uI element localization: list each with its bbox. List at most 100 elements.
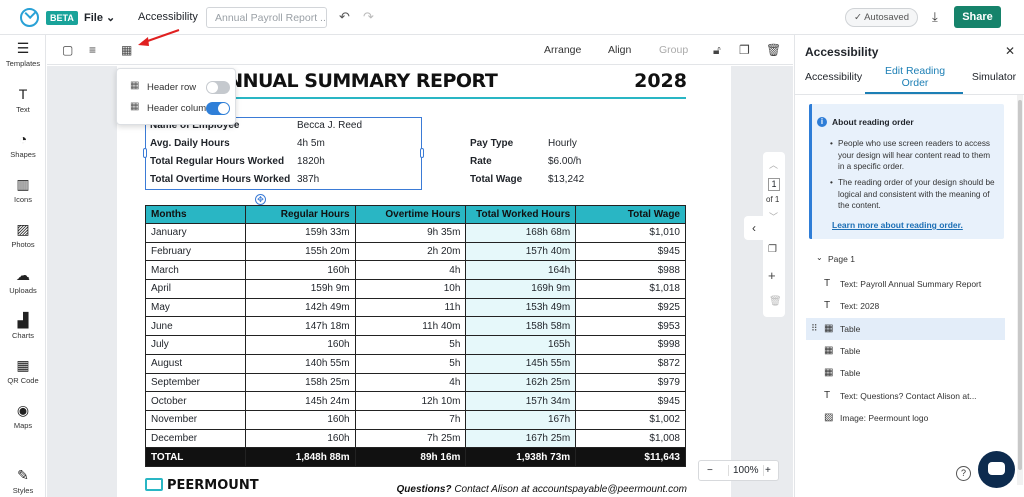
peermount-logo[interactable]: PEERMOUNT <box>145 478 259 493</box>
tab-accessibility[interactable]: Accessibility <box>805 71 863 83</box>
table-cell[interactable]: 7h <box>354 409 467 430</box>
move-handle-icon[interactable]: ✥ <box>255 194 266 205</box>
help-icon[interactable]: ? <box>956 466 971 481</box>
reading-order-item[interactable]: ▨ Image: Peermount logo <box>806 407 1005 429</box>
trash-icon[interactable]: 🗑︎ <box>766 43 782 57</box>
nav-templates[interactable]: ☰ Templates <box>0 40 46 68</box>
table-cell[interactable]: 2h 20m <box>354 241 467 262</box>
table-cell[interactable]: October <box>145 391 246 411</box>
table-header-cell[interactable]: Total Worked Hours <box>465 205 577 224</box>
table-header-cell[interactable]: Months <box>145 205 246 224</box>
share-button[interactable]: Share <box>954 6 1001 28</box>
frame-icon[interactable]: ▢ <box>62 43 74 57</box>
table-cell[interactable]: January <box>145 223 246 243</box>
tab-simulator[interactable]: Simulator <box>971 71 1017 83</box>
table-cell[interactable]: $1,008 <box>575 428 686 449</box>
table-cell[interactable]: 4h <box>354 260 467 281</box>
table-cell[interactable]: 11h 40m <box>354 316 467 337</box>
nav-shapes[interactable]: ◔ Shapes <box>0 131 46 159</box>
table-cell[interactable]: $953 <box>575 316 686 337</box>
table-cell[interactable]: $925 <box>575 297 686 318</box>
table-cell[interactable]: 168h 68m <box>465 223 577 243</box>
report-year[interactable]: 2028 <box>634 70 687 92</box>
chat-button[interactable] <box>978 451 1015 488</box>
table-cell[interactable]: 167h 25m <box>465 428 577 449</box>
zoom-level[interactable]: 100% <box>728 465 764 476</box>
table-total-cell[interactable]: 89h 16m <box>354 447 467 467</box>
table-cell[interactable]: 10h <box>354 279 467 299</box>
table-cell[interactable]: 9h 35m <box>354 223 467 243</box>
table-cell[interactable]: 4h <box>354 372 467 393</box>
reading-order-item[interactable]: T Text: 2028 <box>806 295 1005 317</box>
table-cell[interactable]: $945 <box>575 241 686 262</box>
current-page[interactable]: 1 <box>768 178 780 191</box>
table-header-cell[interactable]: Overtime Hours <box>354 205 467 224</box>
table-cell[interactable]: 165h <box>465 335 577 355</box>
reading-order-item[interactable]: T Text: Payroll Annual Summary Report <box>806 273 1005 295</box>
collapse-panel-icon[interactable]: ‹ <box>744 216 764 240</box>
undo-icon[interactable]: ↶ <box>339 9 350 24</box>
add-page-icon[interactable]: + <box>768 268 776 283</box>
table-cell[interactable]: 140h 55m <box>244 353 356 374</box>
table-cell[interactable]: $872 <box>575 353 686 374</box>
table-header-cell[interactable]: Regular Hours <box>244 205 356 224</box>
table-cell[interactable]: 12h 10m <box>354 391 467 411</box>
table-cell[interactable]: 162h 25m <box>465 372 577 393</box>
table-cell[interactable]: June <box>145 316 246 337</box>
table-total-cell[interactable]: $11,643 <box>575 447 686 467</box>
table-cell[interactable]: 5h <box>354 335 467 355</box>
tab-edit-reading-order[interactable]: Edit Reading Order <box>884 65 946 89</box>
table-cell[interactable]: 145h 24m <box>244 391 356 411</box>
monthly-hours-table[interactable]: Months Regular Hours Overtime Hours Tota… <box>145 205 686 467</box>
nav-text[interactable]: T Text <box>0 86 46 114</box>
table-cell[interactable]: $998 <box>575 335 686 355</box>
table-cell[interactable]: March <box>145 260 246 281</box>
app-logo-icon[interactable] <box>20 8 39 27</box>
reading-order-item[interactable]: ⠿ ▦ Table <box>806 318 1005 340</box>
arrange-button[interactable]: Arrange <box>544 44 582 56</box>
header-column-toggle[interactable] <box>206 102 230 115</box>
drag-handle-icon[interactable]: ⠿ <box>811 323 818 333</box>
table-header-cell[interactable]: Total Wage <box>575 205 686 224</box>
table-cell[interactable]: $1,018 <box>575 279 686 299</box>
learn-more-link[interactable]: Learn more about reading order. <box>832 220 963 230</box>
menu-icon[interactable]: ≡ <box>89 43 97 57</box>
table-cell[interactable]: 158h 25m <box>244 372 356 393</box>
table-cell[interactable]: August <box>145 353 246 374</box>
table-cell[interactable]: 167h <box>465 409 577 430</box>
duplicate-page-icon[interactable]: ❐ <box>768 244 777 255</box>
footer-contact[interactable]: Questions? Contact Alison at accountspay… <box>397 484 687 495</box>
nav-maps[interactable]: ◉ Maps <box>0 402 46 430</box>
close-icon[interactable]: ✕ <box>1004 44 1015 58</box>
table-cell[interactable]: $988 <box>575 260 686 281</box>
document-title-input[interactable]: Annual Payroll Report ... <box>206 7 327 28</box>
table-cell[interactable]: 142h 49m <box>244 297 356 318</box>
table-cell[interactable]: 160h <box>244 260 356 281</box>
document-page[interactable]: ANNUAL SUMMARY REPORT 2028 Name of Emplo… <box>117 66 731 497</box>
redo-icon[interactable]: ↷ <box>363 9 374 24</box>
table-cell[interactable]: $979 <box>575 372 686 393</box>
reading-order-item[interactable]: ▦ Table <box>806 362 1005 384</box>
table-cell[interactable]: 147h 18m <box>244 316 356 337</box>
table-cell[interactable]: 160h <box>244 335 356 355</box>
accessibility-button[interactable]: Accessibility <box>138 11 198 23</box>
group-button[interactable]: Group <box>659 44 689 56</box>
nav-styles[interactable]: ✎ Styles <box>0 467 46 495</box>
header-row-toggle[interactable] <box>206 81 230 94</box>
zoom-out-button[interactable]: − <box>707 465 713 476</box>
table-cell[interactable]: April <box>145 279 246 299</box>
table-cell[interactable]: December <box>145 428 246 449</box>
download-icon[interactable]: ⤓ <box>932 9 938 24</box>
table-cell[interactable]: February <box>145 241 246 262</box>
nav-qr-code[interactable]: ▦ QR Code <box>0 357 46 385</box>
table-cell[interactable]: May <box>145 297 246 318</box>
resize-handle-left[interactable] <box>143 148 147 158</box>
table-cell[interactable]: 159h 33m <box>244 223 356 243</box>
page-group[interactable]: ⌄ Page 1 <box>806 248 1005 270</box>
table-cell[interactable]: 160h <box>244 428 356 449</box>
table-cell[interactable]: $945 <box>575 391 686 411</box>
page-down-icon[interactable]: ﹀ <box>769 212 779 222</box>
panel-scroll-thumb[interactable] <box>1018 100 1022 470</box>
table-cell[interactable]: 155h 20m <box>244 241 356 262</box>
reading-order-item[interactable]: T Text: Questions? Contact Alison at... <box>806 385 1005 407</box>
